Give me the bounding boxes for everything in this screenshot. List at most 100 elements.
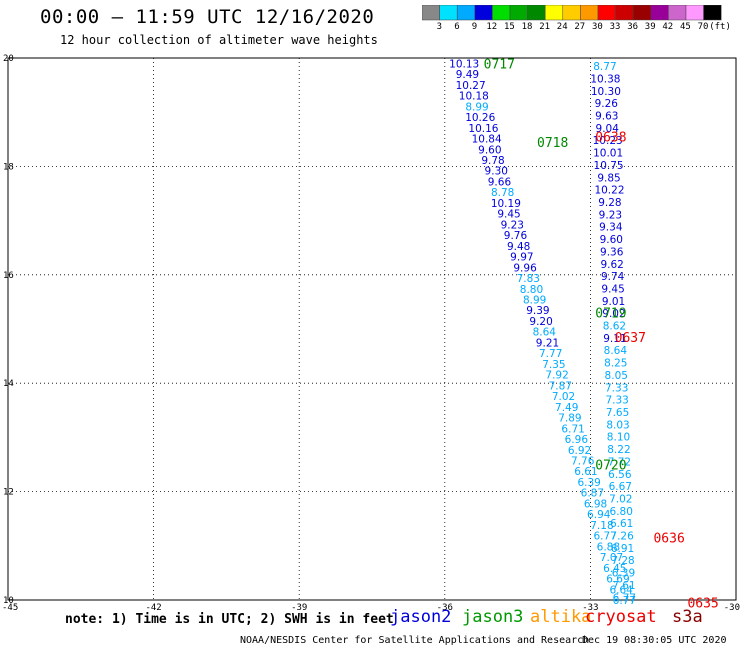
wave-height-value: 9.96	[513, 262, 537, 274]
wave-height-value: 10.22	[594, 185, 624, 197]
wave-height-value: 10.23	[593, 135, 623, 147]
wave-height-value: 8.64	[604, 345, 628, 357]
wave-height-value: 10.01	[593, 148, 623, 160]
wave-height-value: 6.77	[593, 531, 616, 543]
wave-height-value: 7.26	[610, 531, 634, 543]
legend-label: 6	[454, 22, 460, 32]
pass-time-label: 0636	[653, 532, 684, 547]
wave-height-value: 6.56	[608, 469, 632, 481]
wave-height-value: 7.49	[555, 402, 578, 414]
wave-height-value: 9.60	[600, 234, 623, 246]
wave-height-value: 9.23	[599, 209, 622, 221]
legend-label: 33	[609, 22, 621, 32]
wave-height-value: 10.19	[491, 198, 521, 210]
wave-height-value: 7.61	[612, 580, 635, 592]
wave-height-value: 6.92	[568, 445, 591, 457]
legend-label: 18	[521, 22, 533, 32]
wave-height-value: 9.28	[598, 197, 621, 209]
legend-label: 12	[486, 22, 498, 32]
legend-label: (ft)	[709, 22, 731, 32]
wave-height-value: 9.39	[526, 305, 549, 317]
wave-height-value: 9.76	[504, 230, 528, 242]
footer-note: note: 1) Time is in UTC; 2) SWH is in fe…	[65, 612, 394, 627]
y-tick-label: 18	[3, 162, 14, 172]
legend-swatch	[703, 5, 722, 21]
wave-height-value: 6.77	[613, 592, 636, 604]
footer-credit: NOAA/NESDIS Center for Satellite Applica…	[240, 635, 590, 646]
satellite-legend-jason3: jason3	[462, 607, 524, 627]
wave-height-value: 8.03	[606, 419, 629, 431]
wave-height-value: 6.69	[606, 574, 629, 586]
legend-label: 36	[627, 22, 639, 32]
wave-height-value: 8.62	[603, 321, 626, 333]
wave-height-value: 9.60	[478, 144, 501, 156]
legend-label: 42	[662, 22, 674, 32]
wave-height-value: 7.33	[605, 382, 628, 394]
track-red-0638: 8.7710.3810.309.269.639.0410.2310.0110.7…	[590, 61, 636, 604]
wave-height-value: 6.87	[581, 488, 604, 500]
wave-height-value: 8.05	[605, 370, 628, 382]
wave-height-value: 9.30	[485, 166, 508, 178]
wave-height-value: 6.64	[609, 584, 633, 596]
map-frame	[7, 57, 737, 601]
satellite-legend-cryosat: cryosat	[585, 607, 657, 627]
pass-time-label: 0638	[595, 131, 626, 146]
y-tick-label: 14	[3, 379, 14, 389]
footer-timestamp: Dec 19 08:30:05 UTC 2020	[582, 635, 727, 646]
x-tick-label: -45	[2, 603, 18, 613]
wave-height-value: 10.13	[449, 58, 479, 70]
wave-height-value: 9.49	[456, 69, 479, 81]
wave-height-value: 7.35	[542, 359, 565, 371]
legend-label: 9	[471, 22, 478, 32]
wave-height-value: 6.91	[611, 543, 634, 555]
pass-time-label: 0717	[484, 57, 515, 72]
x-tick-label: -39	[291, 603, 307, 613]
pass-time-label: 0637	[615, 331, 646, 346]
x-tick-label: -30	[724, 603, 740, 613]
legend-label: 24	[556, 22, 568, 32]
x-tick-label: -33	[582, 603, 598, 613]
wave-height-value: 9.45	[601, 283, 624, 295]
wave-height-value: 6.67	[609, 481, 632, 493]
legend-label: 30	[592, 22, 603, 32]
wave-height-value: 7.92	[545, 370, 568, 382]
legend-label: 27	[574, 22, 586, 32]
satellite-legend-jason2: jason2	[390, 607, 452, 627]
wave-height-value: 7.77	[539, 348, 562, 360]
wave-height-value: 10.16	[468, 123, 498, 135]
wave-height-value: 7.76	[571, 455, 595, 467]
wave-height-value: 9.02	[602, 308, 625, 320]
wave-height-value: 10.38	[590, 73, 620, 85]
wave-height-value: 9.97	[510, 252, 533, 264]
wave-height-value: 9.62	[600, 259, 623, 271]
pass-time-label: 0718	[537, 136, 568, 151]
wave-height-value: 9.23	[501, 219, 524, 231]
wave-height-value: 10.26	[465, 112, 495, 124]
wave-height-value: 6.45	[603, 563, 626, 575]
legend-label: 39	[644, 22, 656, 32]
pass-time-label: 0720	[595, 459, 626, 474]
track-green-0717: 10.139.4910.2710.188.9910.2610.1610.849.…	[449, 58, 636, 607]
wave-height-value: 9.01	[602, 296, 625, 308]
wave-height-value: 9.78	[481, 155, 504, 167]
wave-height-value: 9.48	[507, 241, 530, 253]
wave-height-value: 7.33	[605, 395, 628, 407]
legend-label: 70	[697, 22, 709, 32]
wave-height-value: 8.64	[533, 327, 557, 339]
wave-height-value: 6.77	[613, 595, 636, 607]
y-tick-label: 20	[3, 54, 14, 64]
wave-height-value: 6.61	[610, 518, 633, 530]
wave-height-value: 6.88	[597, 541, 620, 553]
wave-height-value: 10.75	[594, 160, 624, 172]
wave-height-value: 9.63	[595, 111, 618, 123]
wave-height-value: 10.84	[472, 134, 502, 146]
wave-height-value: 9.85	[597, 172, 620, 184]
wave-height-value: 6.71	[561, 423, 584, 435]
wave-height-value: 9.26	[595, 98, 619, 110]
wave-height-value: 9.36	[600, 246, 624, 258]
pass-time-label: 0635	[687, 597, 718, 612]
wave-height-value: 9.74	[601, 271, 625, 283]
y-tick-label: 16	[3, 271, 14, 281]
wave-height-value: 6.61	[574, 466, 597, 478]
